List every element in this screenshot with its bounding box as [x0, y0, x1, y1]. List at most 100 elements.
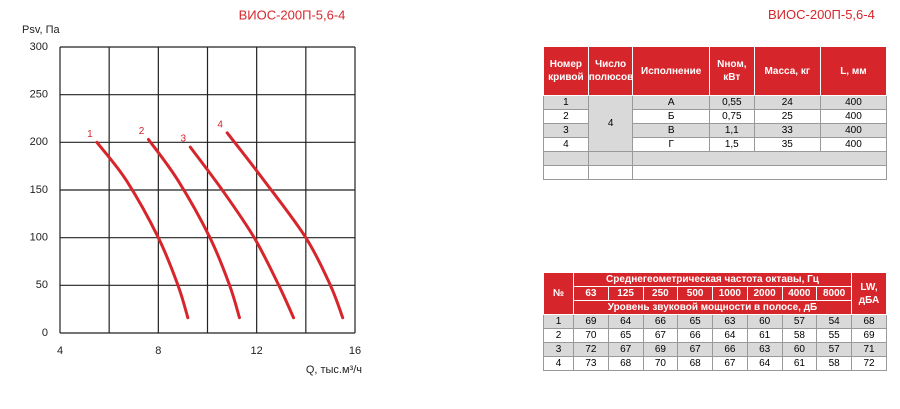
chart: ВИОС-200П-5,6-4 Psv, Па Q, тыс.м³/ч 0 50 1… [22, 7, 362, 376]
table-row [543, 151, 887, 166]
curve [188, 145, 296, 320]
table-cell: 1 [543, 314, 574, 329]
header-cell: Число полюсов [587, 46, 634, 96]
header-cell: Nном, кВт [708, 46, 755, 96]
table-cell: 65 [607, 328, 644, 343]
table-cell: 57 [781, 314, 818, 329]
y-tick-label: 200 [30, 136, 48, 148]
table-row [543, 165, 887, 180]
table-cell: 3 [543, 123, 589, 138]
empty-cell [543, 165, 589, 180]
header-cell: 63 [573, 286, 609, 301]
table-cell: 66 [677, 328, 713, 343]
header-cell: 500 [677, 286, 713, 301]
table-row: 1 69 64 66 65 63 60 57 54 68 [543, 314, 887, 329]
table-row: 1 4 А 0,55 24 400 [543, 95, 888, 152]
table-cell: 33 [753, 123, 821, 138]
table-cell: А [632, 95, 710, 110]
table-cell: 72 [573, 342, 609, 357]
table-cell: 35 [753, 137, 821, 152]
curve-label: 1 [87, 129, 93, 140]
y-tick-label: 300 [30, 41, 48, 53]
table-cell: 60 [781, 342, 818, 357]
table-cell: 57 [816, 342, 852, 357]
empty-cell [587, 165, 634, 180]
x-tick-label: 16 [349, 345, 361, 357]
curve-label: 3 [181, 134, 187, 145]
table-cell: 73 [573, 356, 609, 371]
table-cell: 1,5 [708, 137, 755, 152]
header-cell: Исполнение [632, 46, 710, 96]
x-axis-label: Q, тыс.м³/ч [306, 364, 362, 376]
table-cell: 54 [816, 314, 852, 329]
table-cell: 400 [819, 123, 888, 138]
x-tick-label: 8 [155, 345, 161, 357]
table-cell: 55 [816, 328, 852, 343]
curve [95, 140, 190, 320]
y-tick-label: 50 [36, 279, 48, 291]
table-cell: 64 [746, 356, 783, 371]
header-cell: 250 [642, 286, 679, 301]
y-tick-label: 100 [30, 232, 48, 244]
x-tick-label: 4 [57, 345, 63, 357]
table-cell: 63 [712, 314, 748, 329]
table-cell: 3 [543, 342, 574, 357]
table-title: ВИОС-200П-5,6-4 [768, 7, 875, 22]
table-cell: 60 [746, 314, 783, 329]
header-cell: 4000 [781, 286, 818, 301]
header-cell: № [543, 272, 574, 315]
table-row: 2 70 65 67 66 64 61 58 55 69 [543, 328, 887, 343]
table-cell: 67 [607, 342, 644, 357]
table-cell: 0,75 [708, 109, 755, 124]
table-cell: 24 [753, 95, 821, 110]
header-cell: 2000 [746, 286, 783, 301]
table-cell: 61 [746, 328, 783, 343]
y-tick-label: 250 [30, 89, 48, 101]
table-cell: 71 [851, 342, 887, 357]
header-cell: 1000 [712, 286, 748, 301]
table-cell: 400 [819, 95, 888, 110]
table-cell: 68 [677, 356, 713, 371]
table-cell: 72 [851, 356, 887, 371]
header-cell: 125 [607, 286, 644, 301]
header-cell: Номер кривой [543, 46, 589, 96]
table-cell: В [632, 123, 710, 138]
table-row: 2 Б 0,75 25 400 [543, 109, 888, 124]
table-cell: 67 [677, 342, 713, 357]
table-cell: Б [632, 109, 710, 124]
y-axis-label: Psv, Па [22, 24, 61, 36]
y-tick-label: 150 [30, 184, 48, 196]
curve [147, 137, 241, 320]
table-cell: 69 [851, 328, 887, 343]
noise-table: № Среднегеометрическая частота октавы, Г… [543, 272, 887, 371]
table-cell: 58 [816, 356, 852, 371]
empty-cell [543, 151, 589, 166]
table-cell: 69 [642, 342, 679, 357]
header-cell: 8000 [816, 286, 852, 301]
table-cell: 400 [819, 109, 888, 124]
table-cell: 1 [543, 95, 589, 110]
table-cell: 66 [712, 342, 748, 357]
table-row: 4 Г 1,5 35 400 [543, 137, 888, 152]
x-tick-label: 12 [251, 345, 263, 357]
table-cell: 61 [781, 356, 818, 371]
table-cell: 0,55 [708, 95, 755, 110]
table-cell: 4 [587, 95, 634, 152]
header-cell: Уровень звуковой мощности в полосе, дБ [573, 300, 852, 315]
table-row: 3 В 1,1 33 400 [543, 123, 888, 138]
table-cell: 69 [573, 314, 609, 329]
empty-cell [632, 151, 887, 166]
chart-title: ВИОС-200П-5,6-4 [239, 7, 346, 22]
table-row: 3 72 67 69 67 66 63 60 57 71 [543, 342, 887, 357]
header-cell: L, мм [819, 46, 888, 96]
table-cell: 64 [607, 314, 644, 329]
table-cell: 64 [712, 328, 748, 343]
table-cell: 63 [746, 342, 783, 357]
table-row: 4 73 68 70 68 67 64 61 58 72 [543, 356, 887, 371]
empty-cell [632, 165, 887, 180]
spec-table: Номер кривой Число полюсов Исполнение Nн… [543, 46, 888, 180]
curve [225, 131, 345, 320]
table-cell: 66 [642, 314, 679, 329]
table-cell: 1,1 [708, 123, 755, 138]
